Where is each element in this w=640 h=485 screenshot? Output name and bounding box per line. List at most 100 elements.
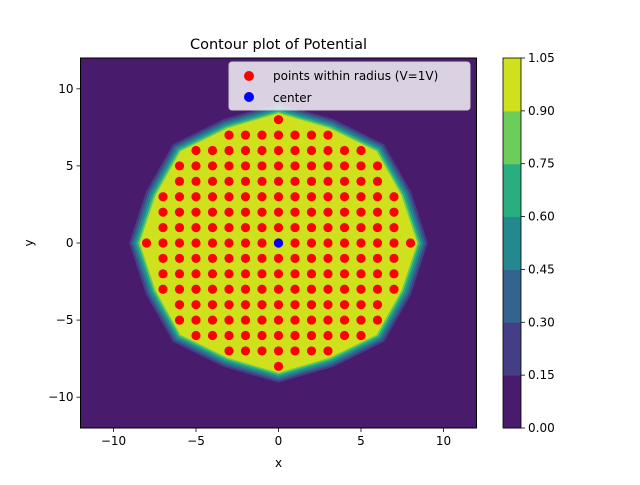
point-within-radius — [356, 222, 366, 233]
center-point — [273, 238, 284, 248]
legend-marker-center — [244, 92, 254, 102]
point-within-radius — [257, 238, 267, 248]
point-within-radius — [290, 161, 300, 171]
point-within-radius — [323, 161, 333, 171]
point-within-radius — [372, 284, 383, 294]
point-within-radius — [158, 253, 168, 264]
point-within-radius — [257, 253, 267, 264]
point-within-radius — [306, 253, 317, 264]
point-within-radius — [290, 145, 300, 156]
point-within-radius — [356, 161, 366, 171]
colorbar-tick-label: 0.60 — [528, 210, 555, 224]
point-within-radius — [224, 300, 234, 310]
point-within-radius — [306, 176, 317, 186]
point-within-radius — [207, 222, 218, 233]
y-tick-label: −10 — [48, 390, 73, 404]
point-within-radius — [224, 284, 234, 294]
point-within-radius — [158, 269, 168, 279]
point-within-radius — [323, 330, 333, 341]
point-within-radius — [174, 222, 185, 233]
point-within-radius — [273, 115, 284, 125]
legend-label-center: center — [273, 91, 312, 105]
point-within-radius — [372, 207, 383, 217]
point-within-radius — [174, 253, 185, 264]
point-within-radius — [389, 207, 399, 217]
point-within-radius — [339, 161, 350, 171]
point-within-radius — [389, 284, 399, 294]
point-within-radius — [257, 222, 267, 233]
point-within-radius — [306, 315, 317, 325]
point-within-radius — [207, 207, 218, 217]
point-within-radius — [389, 253, 399, 264]
point-within-radius — [372, 253, 383, 264]
point-within-radius — [389, 238, 399, 248]
point-within-radius — [257, 315, 267, 325]
point-within-radius — [174, 161, 185, 171]
point-within-radius — [290, 315, 300, 325]
y-tick-label: 0 — [66, 236, 74, 250]
point-within-radius — [372, 176, 383, 186]
point-within-radius — [323, 176, 333, 186]
point-within-radius — [207, 315, 218, 325]
point-within-radius — [224, 330, 234, 341]
point-within-radius — [174, 269, 185, 279]
point-within-radius — [273, 361, 284, 371]
point-within-radius — [224, 238, 234, 248]
legend-marker-points — [244, 71, 254, 81]
point-within-radius — [191, 238, 201, 248]
point-within-radius — [323, 315, 333, 325]
point-within-radius — [306, 269, 317, 279]
colorbar-band — [503, 58, 521, 112]
point-within-radius — [339, 192, 350, 202]
point-within-radius — [339, 284, 350, 294]
point-within-radius — [207, 238, 218, 248]
point-within-radius — [158, 238, 168, 248]
point-within-radius — [191, 269, 201, 279]
colorbar-band — [503, 375, 521, 429]
point-within-radius — [257, 192, 267, 202]
point-within-radius — [240, 284, 251, 294]
point-within-radius — [389, 269, 399, 279]
point-within-radius — [323, 269, 333, 279]
point-within-radius — [207, 330, 218, 341]
point-within-radius — [224, 315, 234, 325]
point-within-radius — [306, 207, 317, 217]
point-within-radius — [290, 222, 300, 233]
colorbar-band — [503, 110, 521, 165]
point-within-radius — [339, 238, 350, 248]
point-within-radius — [356, 284, 366, 294]
point-within-radius — [356, 315, 366, 325]
point-within-radius — [174, 238, 185, 248]
point-within-radius — [224, 161, 234, 171]
point-within-radius — [257, 284, 267, 294]
y-tick-label: −5 — [56, 313, 74, 327]
point-within-radius — [273, 222, 284, 233]
point-within-radius — [257, 176, 267, 186]
point-within-radius — [191, 176, 201, 186]
point-within-radius — [372, 269, 383, 279]
point-within-radius — [290, 300, 300, 310]
point-within-radius — [207, 145, 218, 156]
point-within-radius — [174, 176, 185, 186]
point-within-radius — [323, 346, 333, 356]
point-within-radius — [356, 269, 366, 279]
point-within-radius — [356, 330, 366, 341]
chart-title: Contour plot of Potential — [190, 37, 367, 53]
point-within-radius — [240, 192, 251, 202]
point-within-radius — [141, 238, 152, 248]
point-within-radius — [224, 192, 234, 202]
colorbar-tick-label: 0.75 — [528, 157, 555, 171]
point-within-radius — [323, 145, 333, 156]
point-within-radius — [323, 207, 333, 217]
point-within-radius — [240, 346, 251, 356]
point-within-radius — [191, 300, 201, 310]
point-within-radius — [306, 284, 317, 294]
point-within-radius — [339, 145, 350, 156]
point-within-radius — [224, 269, 234, 279]
point-within-radius — [240, 207, 251, 217]
point-within-radius — [306, 222, 317, 233]
point-within-radius — [273, 192, 284, 202]
point-within-radius — [273, 330, 284, 341]
point-within-radius — [191, 315, 201, 325]
colorbar-band — [503, 163, 521, 218]
